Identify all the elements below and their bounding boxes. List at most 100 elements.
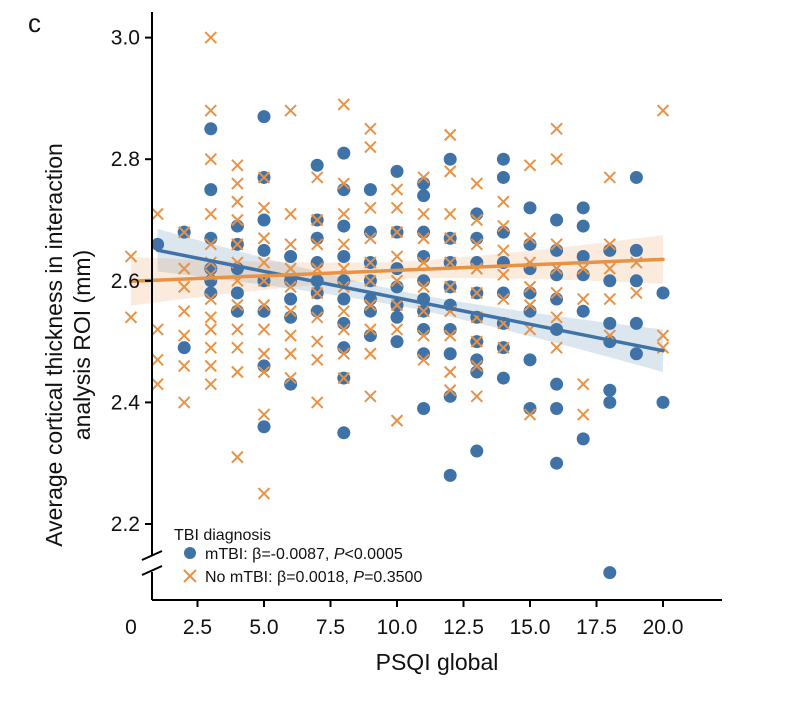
point-mtbi xyxy=(417,189,431,203)
point-no-mtbi xyxy=(231,177,244,190)
point-mtbi xyxy=(337,316,351,330)
point-mtbi xyxy=(443,152,457,166)
y-axis-break xyxy=(141,550,163,576)
point-mtbi xyxy=(230,304,244,318)
point-no-mtbi xyxy=(576,262,590,275)
x-axis-title: PSQI global xyxy=(376,649,499,675)
point-mtbi xyxy=(284,377,298,391)
point-mtbi xyxy=(443,347,457,361)
point-no-mtbi xyxy=(364,323,377,336)
point-no-mtbi xyxy=(310,286,324,300)
point-no-mtbi xyxy=(576,377,590,391)
point-mtbi xyxy=(230,286,244,300)
point-mtbi xyxy=(629,170,643,184)
x-tick-label: 12.5 xyxy=(443,616,484,639)
point-mtbi xyxy=(523,237,537,251)
point-no-mtbi xyxy=(470,238,484,251)
point-no-mtbi xyxy=(390,323,404,336)
point-no-mtbi xyxy=(364,347,377,360)
y-tick-label: 2.4 xyxy=(111,391,141,414)
point-mtbi xyxy=(257,304,271,318)
point-no-mtbi xyxy=(124,311,138,324)
point-no-mtbi xyxy=(177,280,191,294)
point-mtbi xyxy=(204,231,218,245)
point-mtbi xyxy=(550,243,564,257)
y-axis-title-line2: analysis ROI (mm) xyxy=(69,250,95,440)
point-no-mtbi xyxy=(310,238,324,251)
point-mtbi xyxy=(550,292,564,306)
point-mtbi xyxy=(443,322,457,336)
point-mtbi xyxy=(603,243,617,257)
point-no-mtbi xyxy=(443,365,457,379)
point-no-mtbi xyxy=(231,238,244,251)
legend-marker-no-mtbi xyxy=(183,569,197,583)
point-no-mtbi xyxy=(417,256,430,269)
point-no-mtbi xyxy=(364,232,377,245)
point-mtbi xyxy=(204,122,218,136)
legend-title: TBI diagnosis xyxy=(174,527,271,544)
point-no-mtbi xyxy=(151,207,164,221)
point-mtbi xyxy=(603,395,617,409)
point-mtbi xyxy=(363,329,377,343)
point-no-mtbi xyxy=(337,323,351,336)
point-no-mtbi xyxy=(523,280,537,294)
point-mtbi xyxy=(284,310,298,324)
x-axis-ticks: 0 2.5 5.0 7.5 10.0 12.5 15.0 17.5 20.0 xyxy=(125,600,683,639)
point-no-mtbi xyxy=(497,268,510,281)
point-no-mtbi xyxy=(284,371,297,385)
point-mtbi xyxy=(310,256,324,270)
point-mtbi xyxy=(257,110,271,124)
point-no-mtbi xyxy=(390,414,404,427)
point-no-mtbi xyxy=(550,122,563,136)
legend-mtbi-prefix: mTBI: β=-0.0087, xyxy=(205,546,334,563)
point-no-mtbi xyxy=(177,225,191,239)
point-no-mtbi xyxy=(364,298,377,312)
panel-label: c xyxy=(28,8,41,38)
point-no-mtbi xyxy=(603,238,617,251)
legend-mtbi-suffix: <0.0005 xyxy=(344,546,402,563)
y-axis-title: Average cortical thickness in interactio… xyxy=(41,143,95,547)
point-mtbi xyxy=(310,158,324,172)
point-no-mtbi xyxy=(310,213,324,227)
point-mtbi xyxy=(523,201,537,215)
point-no-mtbi xyxy=(417,304,430,318)
point-mtbi xyxy=(496,371,510,385)
legend-entry-no-mtbi: No mTBI: β=0.0018, P=0.3500 xyxy=(205,569,422,586)
point-mtbi xyxy=(257,359,271,373)
point-no-mtbi xyxy=(337,371,351,385)
point-no-mtbi xyxy=(257,171,271,184)
point-no-mtbi xyxy=(204,292,218,306)
y-tick-label: 2.6 xyxy=(111,270,140,293)
point-no-mtbi xyxy=(550,286,563,300)
regression-lines xyxy=(129,248,665,353)
x-tick-label: 2.5 xyxy=(183,616,212,639)
fit-line-no-mtbi xyxy=(129,257,665,284)
point-no-mtbi xyxy=(576,292,590,306)
point-mtbi xyxy=(390,280,404,294)
point-no-mtbi xyxy=(364,256,377,269)
point-no-mtbi xyxy=(231,323,244,336)
point-mtbi xyxy=(523,353,537,367)
point-no-mtbi xyxy=(257,232,271,245)
x-tick-label: 20.0 xyxy=(643,616,684,639)
point-mtbi xyxy=(470,353,484,367)
point-mtbi xyxy=(496,286,510,300)
point-no-mtbi xyxy=(497,244,510,257)
x-tick-label: 17.5 xyxy=(576,616,617,639)
point-no-mtbi xyxy=(550,238,563,251)
point-mtbi xyxy=(257,243,271,257)
point-no-mtbi xyxy=(443,232,457,245)
point-mtbi xyxy=(363,304,377,318)
point-no-mtbi xyxy=(417,171,430,184)
point-no-mtbi xyxy=(231,159,244,172)
point-mtbi xyxy=(576,432,590,446)
x-tick-label: 7.5 xyxy=(316,616,345,639)
point-no-mtbi xyxy=(603,171,617,184)
point-no-mtbi xyxy=(550,341,563,354)
point-mtbi xyxy=(629,274,643,288)
x-tick-label: 15.0 xyxy=(510,616,551,639)
point-mtbi xyxy=(576,249,590,263)
point-mtbi xyxy=(390,164,404,178)
point-mtbi xyxy=(603,316,617,330)
point-mtbi xyxy=(576,219,590,233)
